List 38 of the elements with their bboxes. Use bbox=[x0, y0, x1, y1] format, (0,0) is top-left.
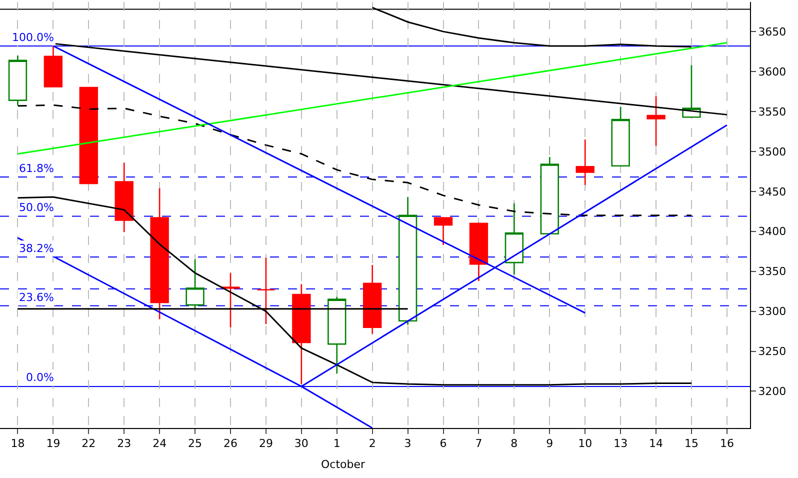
x-tick-label: 10 bbox=[578, 437, 592, 450]
x-tick-label: 18 bbox=[10, 437, 25, 450]
x-tick-label: 9 bbox=[546, 437, 554, 450]
x-tick-label: 8 bbox=[510, 437, 518, 450]
y-tick-label: 3400 bbox=[758, 225, 786, 238]
y-tick-label: 3550 bbox=[758, 105, 786, 118]
x-tick-label: 26 bbox=[224, 437, 238, 450]
annotation: 61.8% bbox=[19, 162, 54, 175]
x-tick-label: 15 bbox=[684, 437, 698, 450]
y-tick-label: 3200 bbox=[758, 385, 786, 398]
x-tick-label: 23 bbox=[117, 437, 132, 450]
annotation: 23.6% bbox=[19, 291, 54, 304]
x-tick-label: 3 bbox=[404, 437, 412, 450]
annotation: 100.0% bbox=[12, 31, 54, 44]
x-tick-label: 24 bbox=[152, 437, 167, 450]
x-tick-label: 7 bbox=[475, 437, 482, 450]
x-tick-label: 25 bbox=[188, 437, 202, 450]
annotation: 38.2% bbox=[19, 242, 54, 255]
x-tick-label: 30 bbox=[294, 437, 308, 450]
x-tick-label: 29 bbox=[258, 437, 273, 450]
annotation: 0.0% bbox=[26, 371, 54, 384]
x-tick-label: 14 bbox=[649, 437, 664, 450]
y-tick-label: 3450 bbox=[758, 185, 786, 198]
x-tick-label: 19 bbox=[46, 437, 60, 450]
y-tick-label: 3350 bbox=[758, 265, 786, 278]
x-tick-label: 16 bbox=[720, 437, 734, 450]
y-tick-label: 3600 bbox=[758, 65, 786, 78]
x-tick-label: 13 bbox=[614, 437, 628, 450]
x-tick-label: 22 bbox=[82, 437, 96, 450]
annotation: 50.0% bbox=[19, 201, 54, 214]
y-tick-label: 3650 bbox=[758, 25, 786, 38]
x-tick-label: 2 bbox=[368, 437, 376, 450]
text: October bbox=[321, 458, 366, 471]
y-tick-label: 3300 bbox=[758, 305, 786, 318]
x-tick-label: 1 bbox=[333, 437, 340, 450]
y-tick-label: 3250 bbox=[758, 345, 786, 358]
x-tick-label: 6 bbox=[440, 437, 447, 450]
y-tick-label: 3500 bbox=[758, 145, 786, 158]
